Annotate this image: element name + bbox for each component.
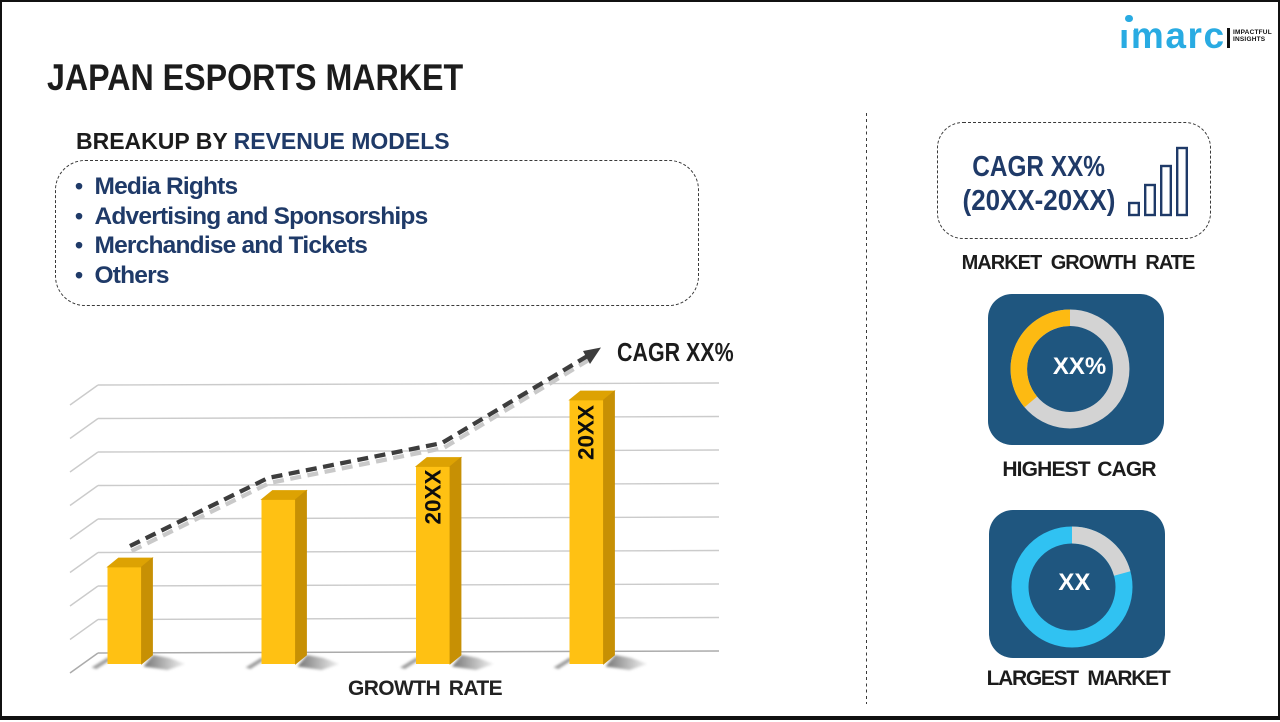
svg-text:20XX: 20XX xyxy=(421,469,446,524)
svg-text:20XX: 20XX xyxy=(574,405,599,460)
